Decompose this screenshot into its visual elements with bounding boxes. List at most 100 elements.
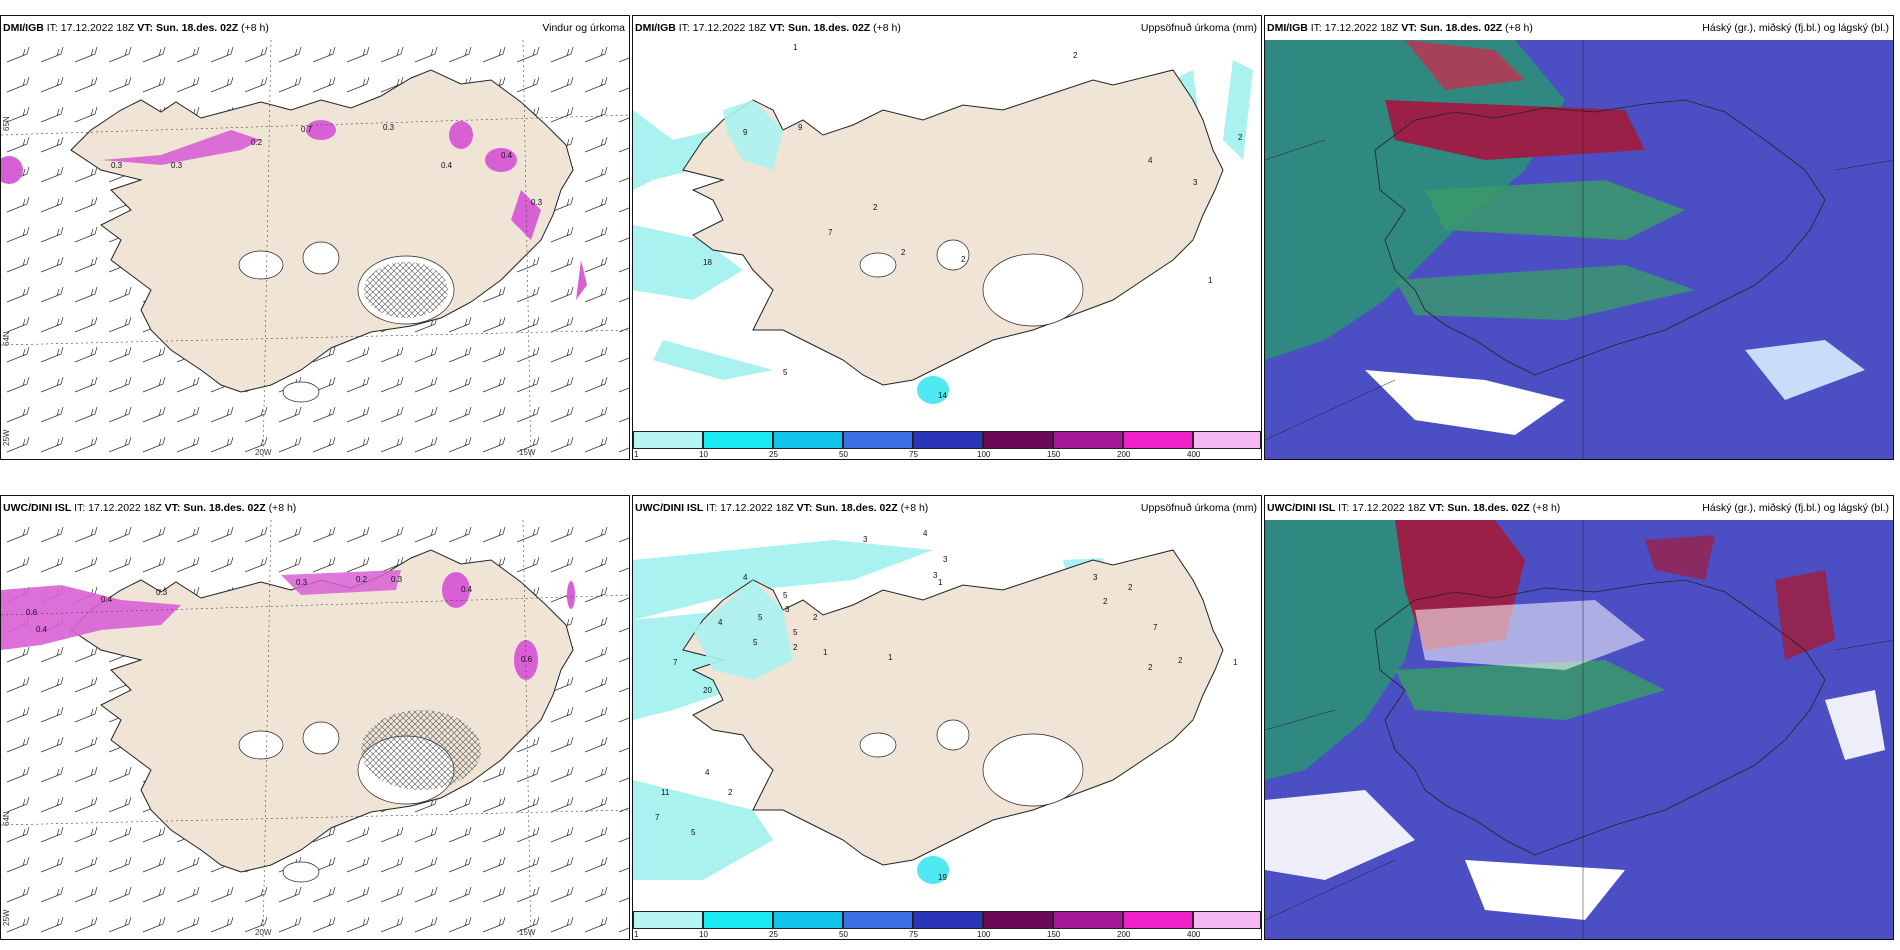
lat-label-65n: 65N: [2, 116, 11, 131]
precip-band: [281, 570, 401, 595]
precip-value: 3: [863, 535, 868, 544]
mid-cloud-area: [1395, 660, 1665, 720]
glacier-1: [238, 730, 284, 760]
precip-value: 2: [1238, 133, 1243, 142]
precip-value: 1: [888, 653, 893, 662]
colorbar-swatch: [1123, 431, 1193, 449]
precip-cell: [567, 581, 575, 609]
colorbar-tick: 1: [634, 450, 639, 459]
precip-value: 7: [828, 228, 833, 237]
colorbar-swatch: [843, 431, 913, 449]
precip-value: 3: [943, 555, 948, 564]
model-name: DMI/IGB: [635, 22, 676, 34]
precip-value: 5: [783, 368, 788, 377]
iceland-outline: [1374, 579, 1826, 856]
precip-value: 4: [718, 618, 723, 627]
grid-line: [1265, 859, 1396, 921]
valid-time: Sun. 18.des. 02Z: [155, 22, 239, 34]
precip-area: [653, 340, 773, 380]
valid-label: VT:: [796, 502, 813, 514]
lon-line: [262, 40, 272, 459]
init-time: IT: 17.12.2022 18Z: [678, 22, 767, 34]
glacier-3: [282, 861, 320, 883]
iceland-land: [682, 549, 1224, 866]
precip-area-myrdalsjokull: [917, 856, 949, 884]
precip-cell: [485, 148, 517, 172]
lead-time: (+8 h): [900, 502, 929, 514]
glacier-vatnajokull: [982, 253, 1084, 327]
precip-cell: [576, 260, 587, 300]
precip-value: 0.4: [501, 151, 513, 160]
colorbar-swatch: [913, 431, 983, 449]
init-time: IT: 17.12.2022 18Z: [1338, 502, 1426, 514]
cloud-map: [1265, 520, 1893, 939]
colorbar-tick: 50: [839, 930, 848, 939]
precip-value: 3: [1193, 178, 1198, 187]
init-time: IT: 17.12.2022 18Z: [46, 22, 135, 34]
colorbar: 1 10 25 50 75 100 150 200 400: [633, 909, 1261, 939]
lon-line: [522, 40, 532, 459]
precip-area: [1223, 60, 1253, 160]
panel-header: DMI/IGB IT: 17.12.2022 18Z VT: Sun. 18.d…: [1, 16, 629, 40]
precip-value: 2: [793, 643, 798, 652]
lon-label-25w: 25W: [2, 429, 11, 446]
init-time: IT: 17.12.2022 18Z: [74, 502, 162, 514]
glacier-1: [859, 732, 897, 758]
precip-value: 4: [1148, 156, 1153, 165]
lead-time: (+8 h): [1532, 502, 1561, 514]
panel-header: DMI/IGB IT: 17.12.2022 18Z VT: Sun. 18.d…: [1265, 16, 1893, 40]
precip-band: [1, 585, 181, 650]
glacier-2: [936, 239, 970, 271]
precip-value: 2: [813, 613, 818, 622]
precip-value: 0.4: [101, 595, 113, 604]
colorbar-tick: 150: [1047, 930, 1061, 939]
glacier-1: [859, 252, 897, 278]
model-name: UWC/DINI ISL: [3, 502, 72, 514]
wind-panel-dmi: DMI/IGB IT: 17.12.2022 18Z VT: Sun. 18.d…: [0, 15, 630, 460]
valid-time: Sun. 18.des. 02Z: [787, 22, 871, 34]
lon-label-15w: 15W: [519, 928, 536, 937]
mid-cloud-area: [1395, 265, 1695, 320]
precip-value: 11: [661, 788, 670, 797]
clear-sky-area: [1415, 600, 1645, 670]
precip-value: 5: [691, 828, 696, 837]
valid-time: Sun. 18.des. 02Z: [815, 502, 898, 514]
precip-value: 0.6: [26, 608, 38, 617]
panel-title: Vindur og úrkoma: [542, 22, 625, 34]
precip-area-myrdalsjokull: [917, 376, 949, 404]
iceland-outline: [1374, 99, 1826, 376]
precip-value: 7: [1153, 623, 1158, 632]
precip-value: 0.6: [521, 655, 533, 664]
precip-value: 1: [1233, 658, 1238, 667]
colorbar-swatch: [1193, 911, 1261, 929]
precip-area-westfjords: [693, 580, 793, 680]
valid-time: Sun. 18.des. 02Z: [183, 502, 266, 514]
colorbar-tick: 200: [1117, 450, 1131, 459]
colorbar-swatch: [1053, 911, 1123, 929]
cloud-panel-dmi: DMI/IGB IT: 17.12.2022 18Z VT: Sun. 18.d…: [1264, 15, 1894, 460]
wind-panel-uwc: UWC/DINI ISL IT: 17.12.2022 18Z VT: Sun.…: [0, 495, 630, 940]
precip-value: 9: [743, 128, 748, 137]
lon-line: [262, 520, 272, 939]
lat-label-64n: 64N: [2, 811, 11, 826]
panel-title: Háský (gr.), miðský (fj.bl.) og lágský (…: [1702, 502, 1889, 514]
precip-value: 2: [1103, 597, 1108, 606]
precip-cell: [449, 121, 473, 149]
precip-value: 0.3: [383, 123, 395, 132]
precip-value: 0.3: [156, 588, 168, 597]
grid-line: [1265, 709, 1336, 731]
precip-value: 7: [655, 813, 660, 822]
precip-value: 2: [1148, 663, 1153, 672]
colorbar-tick: 25: [769, 930, 778, 939]
clear-sky-area: [1365, 370, 1565, 435]
precip-cell: [306, 120, 336, 140]
glacier-vatnajokull: [982, 733, 1084, 807]
snow-hatch-area: [364, 262, 448, 318]
lead-time: (+8 h): [873, 22, 901, 34]
panel-header: UWC/DINI ISL IT: 17.12.2022 18Z VT: Sun.…: [1265, 496, 1893, 520]
colorbar: 1 10 25 50 75 100 150 200 400: [633, 429, 1261, 459]
cloud-panel-uwc: UWC/DINI ISL IT: 17.12.2022 18Z VT: Sun.…: [1264, 495, 1894, 940]
precip-value: 0.2: [251, 138, 263, 147]
precip-value: 20: [703, 686, 712, 695]
colorbar-swatch: [983, 431, 1053, 449]
